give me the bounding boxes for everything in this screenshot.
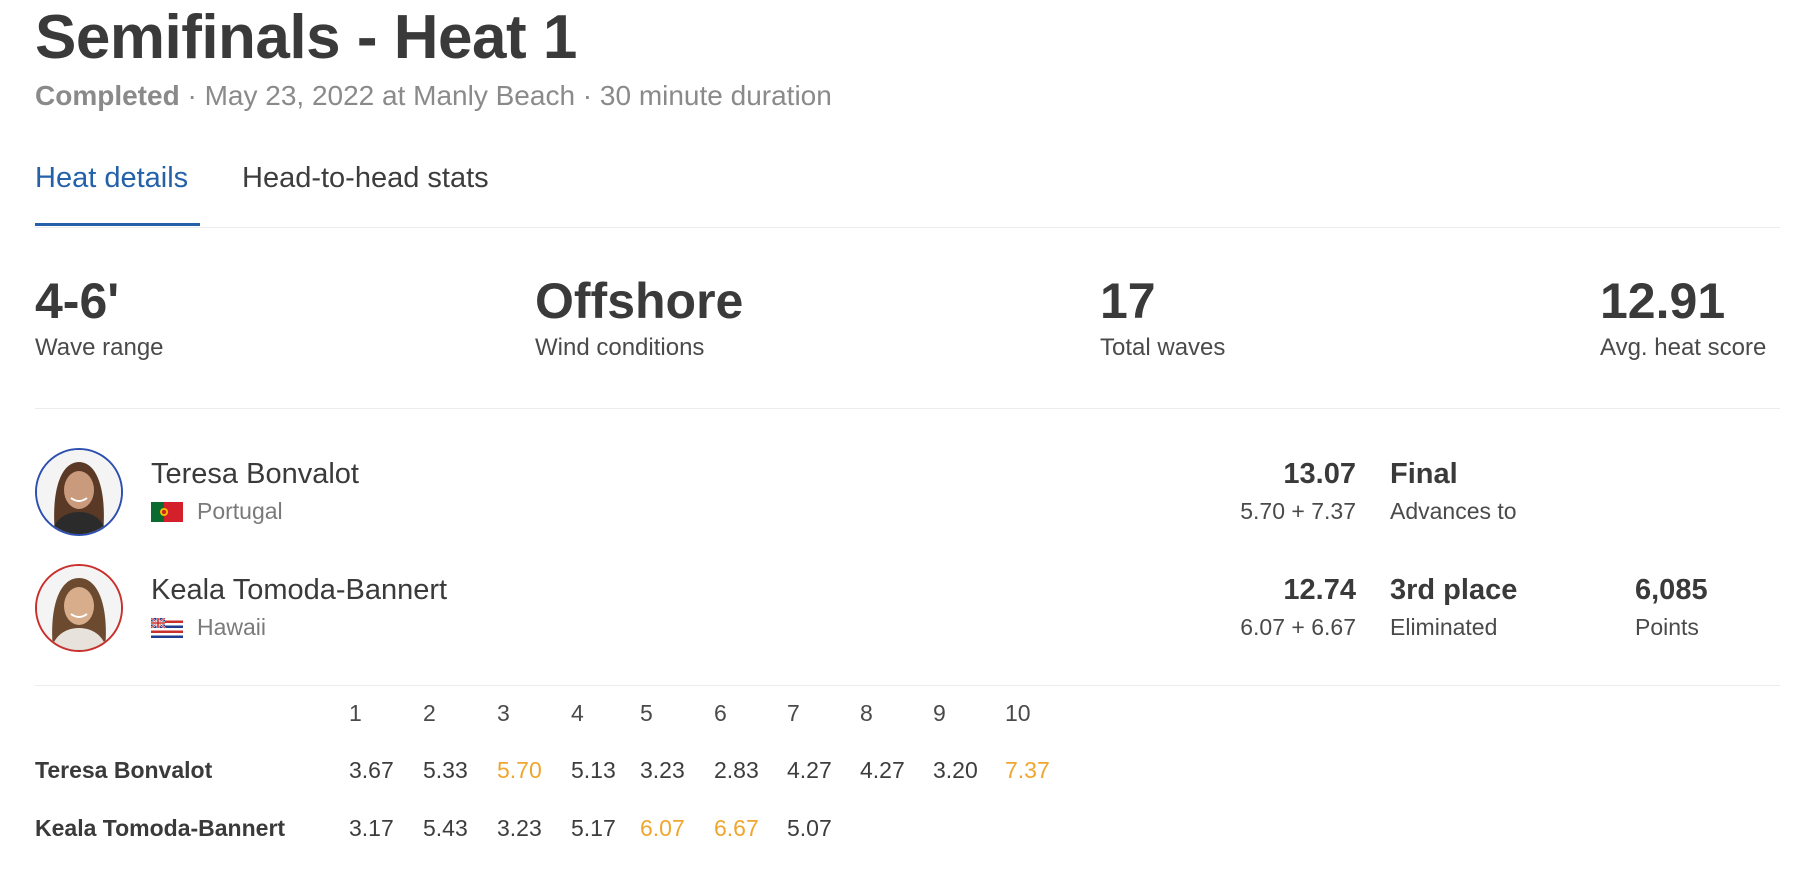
heat-result: 3rd place [1390, 574, 1518, 606]
wave-score: 5.33 [423, 757, 468, 783]
athlete-row-teresa-bonvalot[interactable]: Teresa Bonvalot Portugal 13.07 5.70 + 7.… [35, 448, 1780, 548]
stat-value: 4-6' [35, 273, 120, 329]
wave-score: 5.17 [571, 815, 616, 841]
score-row-name: Keala Tomoda-Bannert [35, 815, 286, 841]
heat-details-text: · May 23, 2022 at Manly Beach · 30 minut… [179, 80, 832, 111]
wave-score: 4.27 [860, 757, 905, 783]
wave-number-header: 2 [423, 700, 436, 726]
heat-total-score: 12.74 [1283, 574, 1356, 606]
wave-score: 3.67 [349, 757, 394, 783]
athlete-country: Hawaii [151, 614, 266, 641]
stat-value: 17 [1100, 273, 1156, 329]
athlete-photo-icon [37, 450, 121, 534]
wave-score: 4.27 [787, 757, 832, 783]
athlete-row-keala-tomoda-bannert[interactable]: Keala Tomoda-Bannert Hawaii 12.74 6.07 +… [35, 564, 1780, 664]
athlete-photo-icon [37, 566, 121, 650]
athlete-name[interactable]: Keala Tomoda-Bannert [151, 574, 448, 606]
wave-score: 3.23 [497, 815, 542, 841]
stat-wave-range: 4-6' Wave range [35, 270, 164, 362]
athlete-results: Teresa Bonvalot Portugal 13.07 5.70 + 7.… [35, 408, 1780, 686]
wave-number-header: 1 [349, 700, 362, 726]
stat-wind-conditions: Offshore Wind conditions [535, 270, 743, 362]
heat-stats: 4-6' Wave range Offshore Wind conditions… [35, 270, 1780, 409]
wave-score: 5.07 [787, 815, 832, 841]
tab-heat-details[interactable]: Heat details [35, 162, 189, 194]
wave-number-header: 4 [571, 700, 584, 726]
athlete-name[interactable]: Teresa Bonvalot [151, 458, 359, 490]
tab-bar: Heat details Head-to-head stats [35, 150, 1780, 228]
wave-number-header: 7 [787, 700, 800, 726]
wave-number-header: 5 [640, 700, 653, 726]
avatar [35, 448, 123, 536]
heat-subtitle: Completed · May 23, 2022 at Manly Beach … [35, 80, 832, 112]
wave-score: 2.83 [714, 757, 759, 783]
wave-score: 5.13 [571, 757, 616, 783]
wave-score-counting: 6.67 [714, 815, 759, 841]
stat-value: Offshore [535, 273, 744, 329]
heat-page: Semifinals - Heat 1 Completed · May 23, … [35, 0, 1780, 896]
active-tab-indicator [35, 223, 200, 226]
stat-label: Total waves [1100, 334, 1226, 361]
wave-score: 3.23 [640, 757, 685, 783]
wave-number-header: 8 [860, 700, 873, 726]
heat-result-detail: Eliminated [1390, 614, 1498, 640]
wave-score: 3.17 [349, 815, 394, 841]
heat-result-detail: Advances to [1390, 498, 1517, 524]
wave-number-header: 10 [1005, 700, 1031, 726]
page-title: Semifinals - Heat 1 [35, 3, 577, 72]
heat-result: Final [1390, 458, 1458, 490]
points-value: 6,085 [1635, 574, 1708, 606]
country-name: Portugal [197, 498, 283, 524]
wave-score-counting: 6.07 [640, 815, 685, 841]
stat-label: Wind conditions [535, 334, 705, 361]
score-row-name: Teresa Bonvalot [35, 757, 213, 783]
wave-number-header: 3 [497, 700, 510, 726]
heat-total-score: 13.07 [1283, 458, 1356, 490]
stat-value: 12.91 [1600, 273, 1726, 329]
wave-scores-table: 1 2 3 4 5 6 7 8 9 10 Teresa Bonvalot 3.6… [35, 700, 1780, 890]
portugal-flag-icon [151, 502, 183, 522]
best-waves-sum: 5.70 + 7.37 [1240, 498, 1356, 524]
tab-head-to-head-stats[interactable]: Head-to-head stats [242, 162, 489, 194]
status-badge: Completed [35, 80, 180, 111]
athlete-country: Portugal [151, 498, 283, 525]
stat-label: Wave range [35, 334, 164, 361]
country-name: Hawaii [197, 614, 267, 640]
stat-label: Avg. heat score [1600, 334, 1767, 361]
avatar [35, 564, 123, 652]
points-label: Points [1635, 614, 1699, 640]
wave-score: 3.20 [933, 757, 978, 783]
stat-total-waves: 17 Total waves [1100, 270, 1225, 362]
wave-score-counting: 7.37 [1005, 757, 1050, 783]
wave-number-header: 6 [714, 700, 727, 726]
best-waves-sum: 6.07 + 6.67 [1240, 614, 1356, 640]
wave-score: 5.43 [423, 815, 468, 841]
stat-avg-heat-score: 12.91 Avg. heat score [1600, 270, 1766, 362]
wave-score-counting: 5.70 [497, 757, 542, 783]
hawaii-flag-icon [151, 618, 183, 638]
wave-number-header: 9 [933, 700, 946, 726]
